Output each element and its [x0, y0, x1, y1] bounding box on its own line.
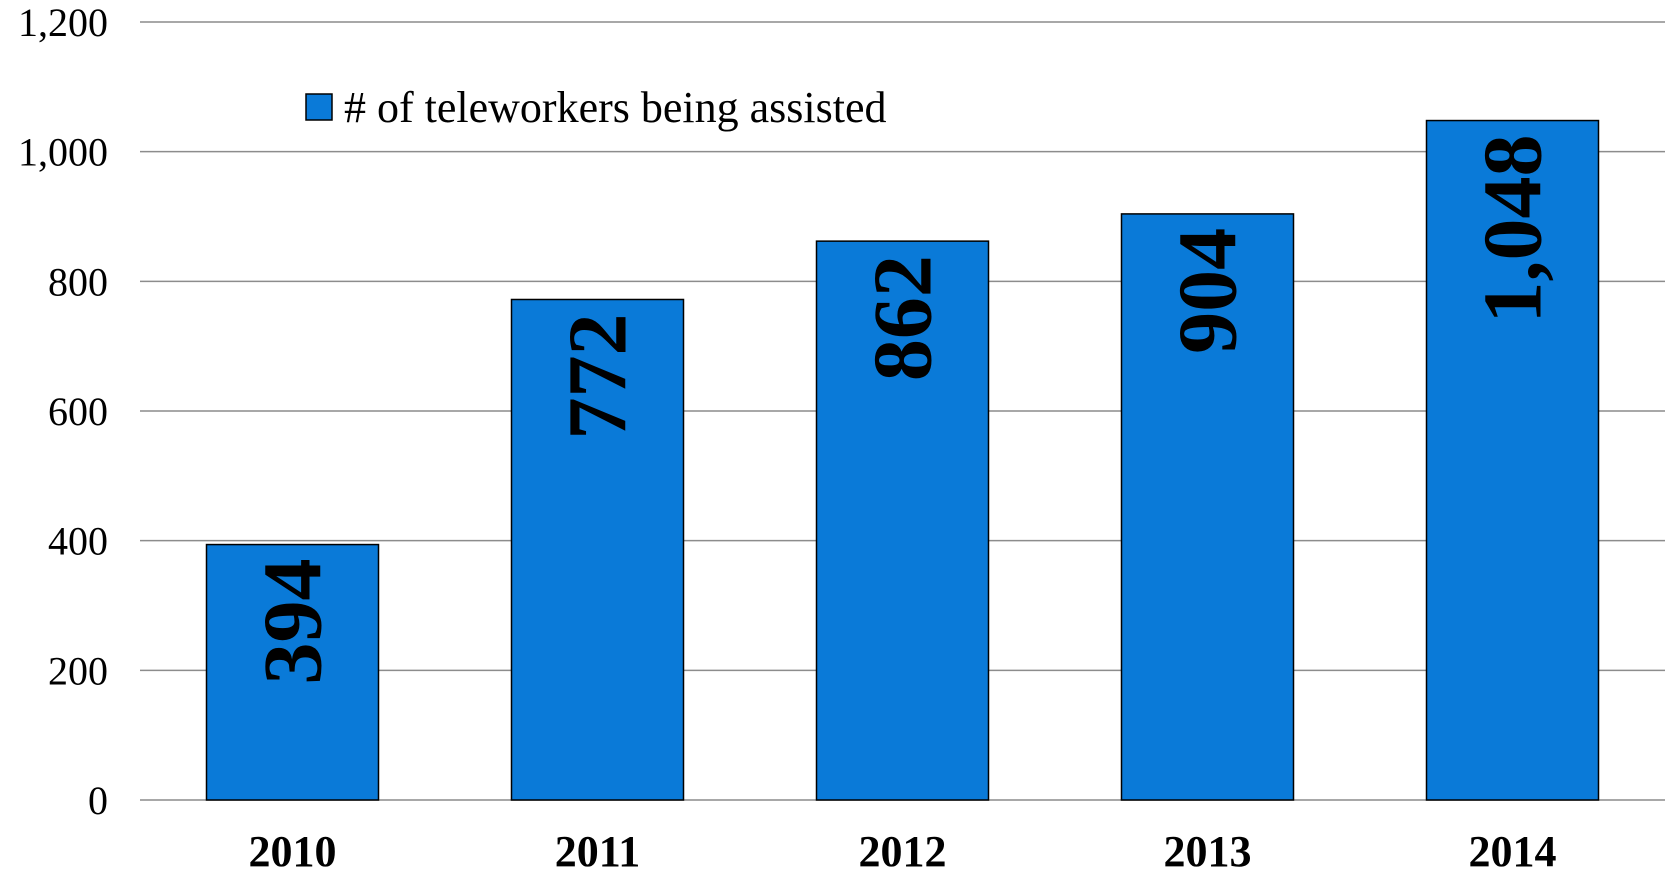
- data-label-2012: 862: [857, 255, 950, 381]
- bar-2010: [205, 543, 380, 801]
- y-tick-label: 400: [48, 519, 108, 564]
- data-label-2010: 394: [247, 559, 340, 685]
- x-tick-label-2010: 2010: [249, 827, 337, 876]
- x-tick-label-2013: 2013: [1164, 827, 1252, 876]
- y-tick-label: 200: [48, 648, 108, 693]
- bar-2013: [1120, 213, 1295, 801]
- data-label-2013: 904: [1162, 228, 1255, 354]
- data-label-2011: 772: [552, 313, 645, 439]
- data-label-2014: 1,048: [1467, 135, 1560, 324]
- bars: [205, 119, 1600, 801]
- x-tick-label-2011: 2011: [555, 827, 641, 876]
- x-tick-label-2012: 2012: [859, 827, 947, 876]
- x-tick-label-2014: 2014: [1469, 827, 1557, 876]
- y-tick-label: 1,200: [18, 0, 108, 45]
- x-axis-tick-labels: 2010 2011 2012 2013 2014: [249, 827, 1557, 876]
- y-tick-label: 800: [48, 259, 108, 304]
- bar-2012: [815, 240, 990, 801]
- bar-2014: [1425, 119, 1600, 801]
- y-tick-label: 1,000: [18, 130, 108, 175]
- y-tick-label: 0: [88, 778, 108, 823]
- legend-swatch: [305, 93, 333, 121]
- y-axis-tick-labels: 0 200 400 600 800 1,000 1,200: [18, 0, 108, 823]
- bar-2011: [510, 298, 685, 801]
- y-tick-label: 600: [48, 389, 108, 434]
- legend-label: # of teleworkers being assisted: [344, 83, 887, 132]
- data-labels: 394 772 862 904 1,048: [247, 135, 1560, 685]
- legend: # of teleworkers being assisted: [305, 83, 887, 132]
